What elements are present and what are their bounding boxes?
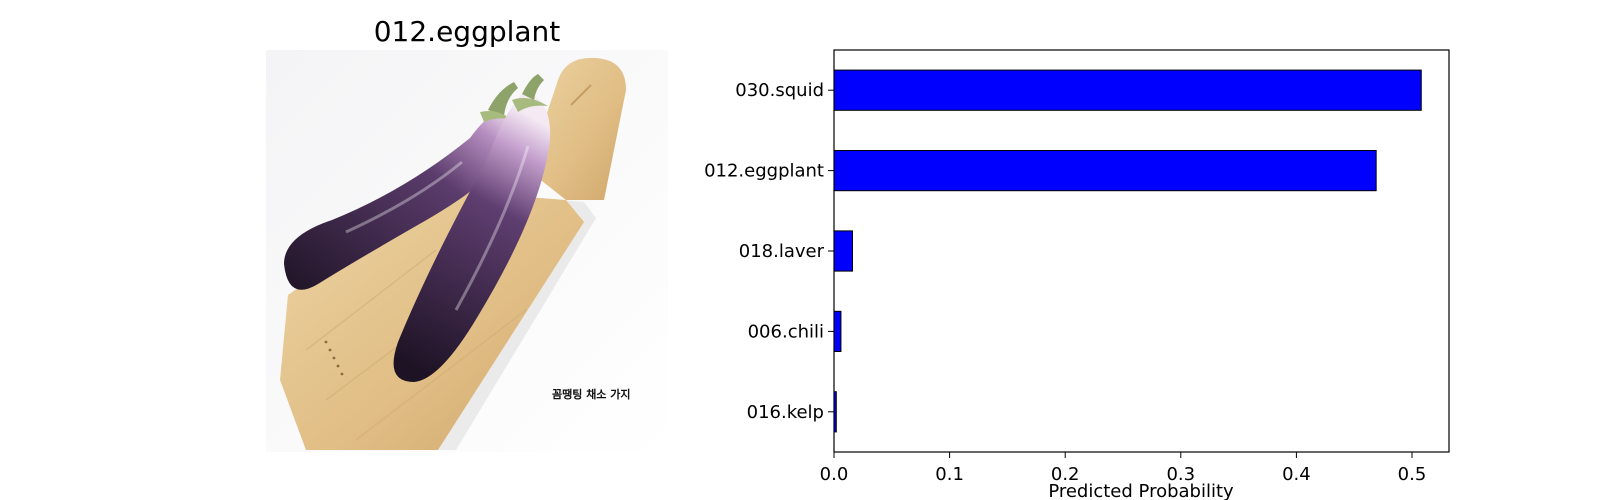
eggplant-photo-illustration: 꼼땡팅 채소 가지 [266, 50, 668, 452]
y-tick-label: 018.laver [739, 241, 825, 262]
bars-group [833, 69, 1422, 433]
x-tick-label: 0.2 [1051, 464, 1080, 485]
plot-frame [833, 49, 1450, 453]
bar-006-chili [833, 310, 842, 352]
x-tick-label: 0.3 [1166, 464, 1195, 485]
x-tick-label: 0.1 [935, 464, 964, 485]
eggplant-photo: 꼼땡팅 채소 가지 [266, 50, 668, 452]
y-tick-label: 030.squid [735, 80, 824, 101]
photo-caption: 꼼땡팅 채소 가지 [552, 387, 631, 401]
bar-012-eggplant [833, 150, 1377, 192]
y-tick-label: 012.eggplant [704, 161, 824, 182]
x-axis-label: Predicted Probability [1048, 481, 1234, 500]
bar-018-laver [833, 230, 853, 272]
eggplant-left [284, 112, 515, 290]
y-tick-label: 006.chili [748, 321, 824, 342]
y-tick-labels: 030.squid 012.eggplant 018.laver 006.chili 0… [704, 80, 834, 423]
x-tick-label: 0.0 [820, 464, 849, 485]
x-tick-label: 0.4 [1282, 464, 1311, 485]
x-tick-label: 0.5 [1398, 464, 1427, 485]
y-tick-label: 016.kelp [747, 402, 824, 423]
eggplant-right [393, 92, 551, 382]
bar-030-squid [833, 69, 1422, 111]
x-ticks: 0.0 0.1 0.2 0.3 0.4 0.5 [820, 452, 1427, 485]
image-title: 012.eggplant [373, 15, 561, 48]
